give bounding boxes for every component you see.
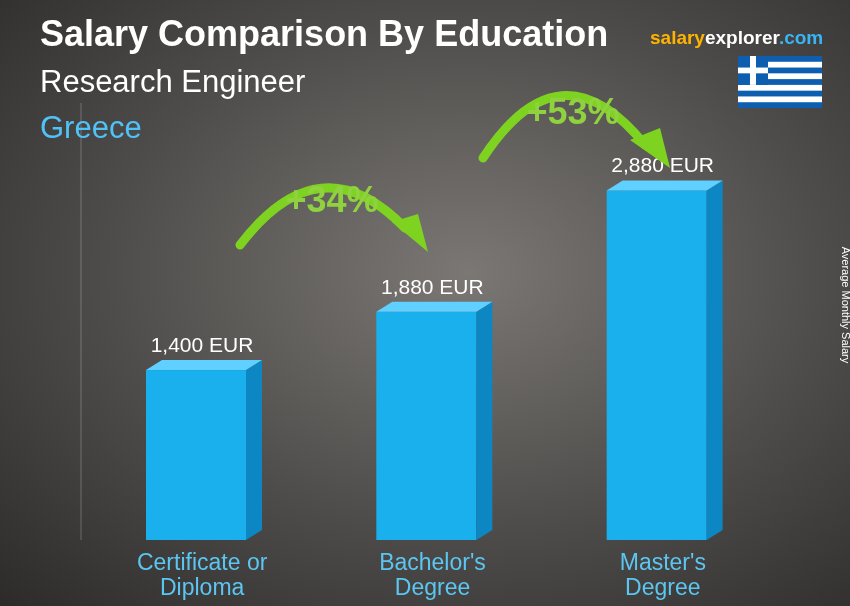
- svg-text:1,400 EUR: 1,400 EUR: [151, 333, 254, 356]
- svg-text:Greece: Greece: [40, 110, 142, 145]
- svg-text:+34%: +34%: [285, 179, 378, 220]
- svg-text:Certificate orDiploma: Certificate orDiploma: [137, 549, 268, 600]
- svg-text:+53%: +53%: [526, 91, 619, 132]
- svg-text:Master'sDegree: Master'sDegree: [620, 549, 706, 600]
- svg-text:2,880 EUR: 2,880 EUR: [611, 153, 714, 176]
- svg-text:Salary Comparison By Education: Salary Comparison By Education: [40, 13, 608, 54]
- svg-text:1,880 EUR: 1,880 EUR: [381, 275, 484, 298]
- svg-text:Average Monthly Salary: Average Monthly Salary: [840, 247, 842, 364]
- svg-text:Research Engineer: Research Engineer: [40, 64, 305, 99]
- svg-text:Bachelor'sDegree: Bachelor'sDegree: [379, 549, 486, 600]
- svg-text:salaryexplorer.com: salaryexplorer.com: [650, 27, 823, 48]
